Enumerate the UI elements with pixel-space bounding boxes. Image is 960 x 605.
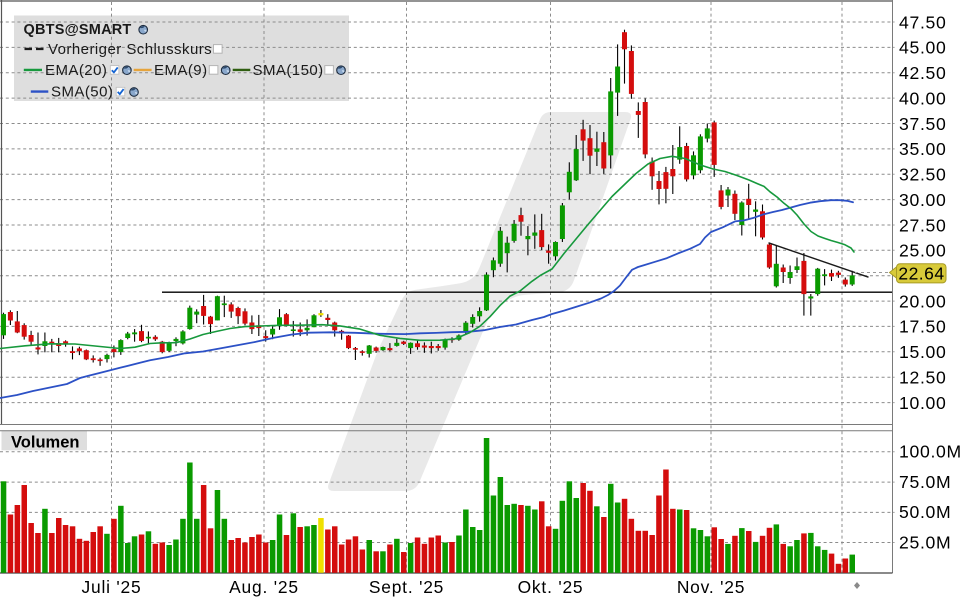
svg-text:30.00: 30.00: [899, 190, 947, 210]
svg-text:20.00: 20.00: [899, 291, 947, 311]
svg-text:25.00: 25.00: [899, 241, 947, 261]
svg-text:75.0M: 75.0M: [899, 472, 951, 492]
svg-text:Nov. '25: Nov. '25: [677, 577, 745, 597]
svg-text:40.00: 40.00: [899, 88, 947, 108]
svg-text:Okt. '25: Okt. '25: [518, 577, 584, 597]
svg-text:Sept. '25: Sept. '25: [369, 577, 444, 597]
svg-text:50.0M: 50.0M: [899, 502, 951, 522]
svg-text:QBTS@SMART: QBTS@SMART: [24, 22, 132, 38]
svg-text:22.64: 22.64: [898, 263, 944, 283]
svg-text:45.00: 45.00: [899, 38, 947, 58]
svg-text:47.50: 47.50: [899, 12, 947, 32]
svg-text:17.50: 17.50: [899, 317, 947, 337]
svg-text:100.0M: 100.0M: [899, 442, 960, 462]
svg-text:25.0M: 25.0M: [899, 532, 951, 552]
svg-text:Juli '25: Juli '25: [82, 577, 142, 597]
svg-text:Vorheriger Schlusskurs: Vorheriger Schlusskurs: [48, 41, 212, 58]
svg-text:35.00: 35.00: [899, 139, 947, 159]
svg-text:EMA(9): EMA(9): [154, 62, 208, 79]
svg-text:15.00: 15.00: [899, 342, 947, 362]
svg-text:Volumen: Volumen: [11, 434, 79, 452]
svg-text:10.00: 10.00: [899, 393, 947, 413]
svg-text:Aug. '25: Aug. '25: [229, 577, 299, 597]
svg-text:37.50: 37.50: [899, 114, 947, 134]
svg-text:27.50: 27.50: [899, 215, 947, 235]
svg-text:EMA(20): EMA(20): [45, 62, 107, 79]
svg-text:SMA(50): SMA(50): [51, 84, 113, 101]
svg-text:12.50: 12.50: [899, 368, 947, 388]
svg-text:32.50: 32.50: [899, 165, 947, 185]
svg-text:42.50: 42.50: [899, 63, 947, 83]
svg-text:SMA(150): SMA(150): [253, 62, 324, 79]
